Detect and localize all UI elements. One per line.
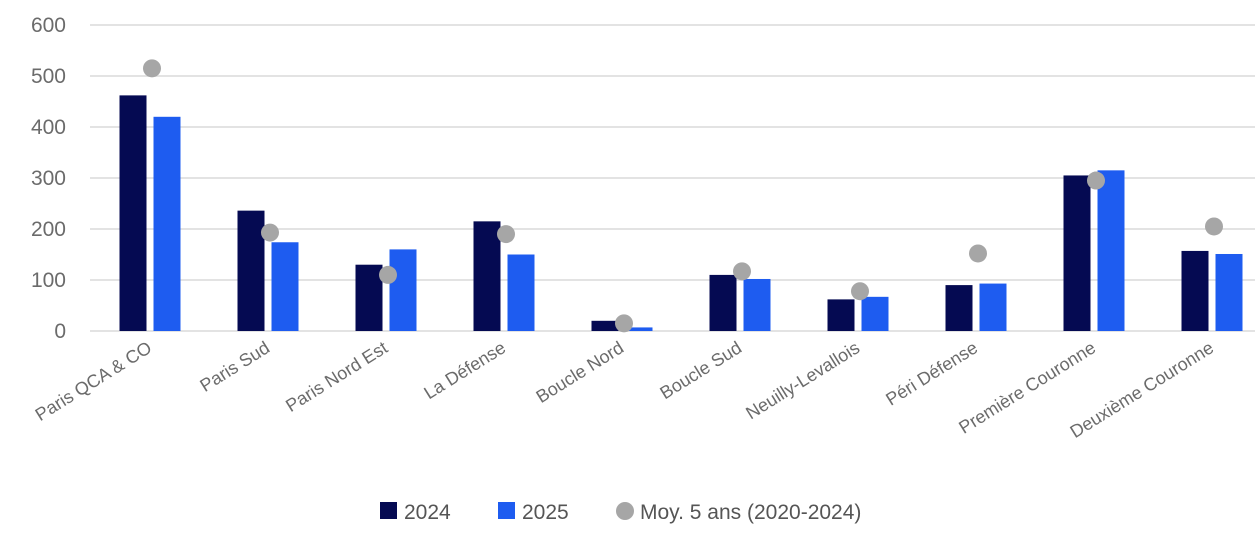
avg-dot-6: [851, 282, 869, 301]
y-tick-label: 200: [31, 218, 66, 241]
bar-2024-6: [827, 299, 855, 331]
category-label: La Défense: [420, 337, 509, 403]
legend-swatch-2024: [380, 502, 397, 519]
bar-2024-4: [591, 320, 619, 331]
y-tick-label: 100: [31, 269, 66, 292]
bar-2024-7: [945, 285, 973, 331]
bar-2025-7: [979, 283, 1007, 331]
bar-2024-8: [1063, 175, 1091, 331]
category-label: Boucle Nord: [533, 337, 628, 406]
avg-dot-4: [615, 314, 633, 333]
legend-label: 2024: [404, 501, 451, 524]
bar-2025-5: [743, 278, 771, 331]
bar-2025-4: [625, 327, 653, 331]
avg-dot-2: [379, 265, 397, 284]
bar-2025-1: [271, 242, 299, 331]
legend-swatch-average: [616, 502, 634, 520]
bar-2025-3: [507, 254, 535, 331]
avg-dot-3: [497, 225, 515, 244]
bar-2024-1: [237, 210, 265, 331]
y-axis-ticks: 0 100 200 300 400 500 600: [31, 14, 66, 343]
legend-label: 2025: [522, 501, 569, 524]
avg-dot-8: [1087, 171, 1105, 190]
category-label: Boucle Sud: [656, 337, 745, 403]
legend-swatch-2025: [498, 502, 515, 519]
y-tick-label: 600: [31, 14, 66, 37]
bar-2024-0: [119, 95, 147, 331]
y-tick-label: 300: [31, 167, 66, 190]
legend-label: Moy. 5 ans (2020-2024): [640, 501, 861, 524]
bar-2025-9: [1215, 253, 1243, 331]
bars: [119, 95, 1243, 331]
y-tick-label: 0: [54, 320, 66, 343]
avg-dot-5: [733, 262, 751, 281]
x-axis-categories: Paris QCA & CO Paris Sud Paris Nord Est La …: [32, 337, 1217, 441]
avg-dot-0: [143, 59, 161, 78]
bar-2024-2: [355, 264, 383, 331]
bar-2024-3: [473, 221, 501, 331]
bar-2025-8: [1097, 170, 1125, 331]
category-label: Neuilly-Levallois: [742, 337, 863, 423]
bar-2025-2: [389, 249, 417, 331]
legend: 2024 2025 Moy. 5 ans (2020-2024): [380, 501, 861, 524]
bar-2024-5: [709, 274, 737, 331]
avg-dot-1: [261, 223, 279, 242]
y-tick-label: 500: [31, 65, 66, 88]
y-tick-label: 400: [31, 116, 66, 139]
average-dots: [143, 59, 1223, 333]
bar-2025-6: [861, 296, 889, 331]
category-label: Péri Défense: [882, 337, 981, 409]
bar-2025-0: [153, 116, 181, 331]
bar-2024-9: [1181, 250, 1209, 331]
category-label: Paris Nord Est: [282, 337, 391, 415]
category-label: Paris QCA & CO: [32, 337, 155, 424]
category-label: Paris Sud: [196, 337, 273, 395]
avg-dot-7: [969, 244, 987, 263]
avg-dot-9: [1205, 217, 1223, 236]
